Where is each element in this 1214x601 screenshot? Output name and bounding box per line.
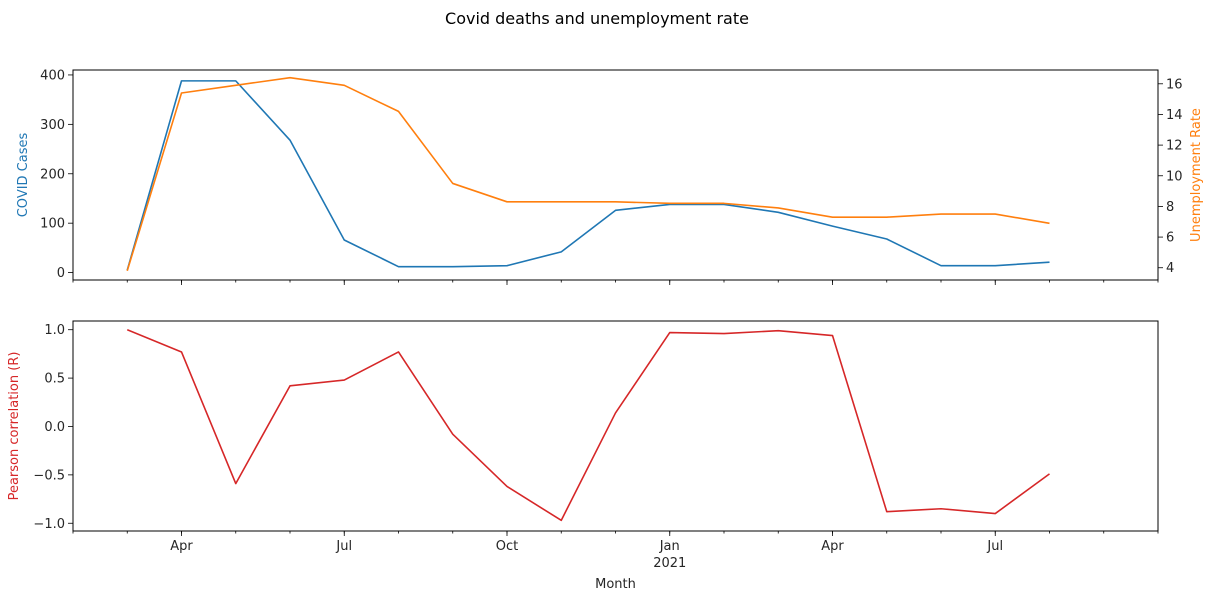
x-tick-label: Jul (335, 539, 352, 554)
x-tick-sublabel: 2021 (653, 556, 686, 571)
x-tick-label: Oct (496, 539, 518, 554)
y-tick-label: 0 (57, 266, 65, 281)
y2-tick-label: 14 (1166, 108, 1183, 123)
x-tick-label: Apr (821, 539, 844, 554)
y-axis-label: Pearson correlation (R) (7, 352, 22, 501)
y-tick-label: 0.0 (44, 420, 65, 435)
x-axis-label: Month (595, 577, 636, 592)
y2-tick-label: 8 (1166, 200, 1174, 215)
series-line-pearson-correlation-r (126, 328, 1050, 522)
y2-tick-label: 10 (1166, 169, 1183, 184)
y-tick-label: −1.0 (33, 517, 65, 532)
series-line-covid-cases (126, 80, 1050, 271)
x-tick-label: Jul (986, 539, 1003, 554)
y-tick-label: 1.0 (44, 323, 65, 338)
y-tick-label: 400 (40, 68, 65, 83)
y-tick-label: 200 (40, 167, 65, 182)
y-axis-label: COVID Cases (16, 133, 31, 218)
figure-title: Covid deaths and unemployment rate (445, 9, 749, 28)
y2-tick-label: 4 (1166, 261, 1174, 276)
y-tick-label: 100 (40, 217, 65, 232)
chart-covid-unemployment: 0 100 200 300 400 COVID Cases 4 6 8 10 12 14 16 Unemp… (16, 68, 1204, 285)
y2-tick-label: 12 (1166, 139, 1183, 154)
chart-pearson-correlation: Apr Jul Oct Jan 2021 Apr Jul −1.0 −0.5 0.0 0.5 1.0 P… (7, 320, 1159, 592)
y-tick-label: 0.5 (44, 372, 65, 387)
x-tick-label: Apr (170, 539, 193, 554)
y-tick-label: 300 (40, 118, 65, 133)
x-tick-label: Jan (659, 539, 680, 554)
y2-tick-label: 6 (1166, 231, 1174, 246)
y2-tick-label: 16 (1166, 77, 1183, 92)
series-line-unemployment-rate (126, 76, 1050, 272)
y2-axis-label: Unemployment Rate (1189, 108, 1204, 242)
y-tick-label: −0.5 (33, 468, 65, 483)
